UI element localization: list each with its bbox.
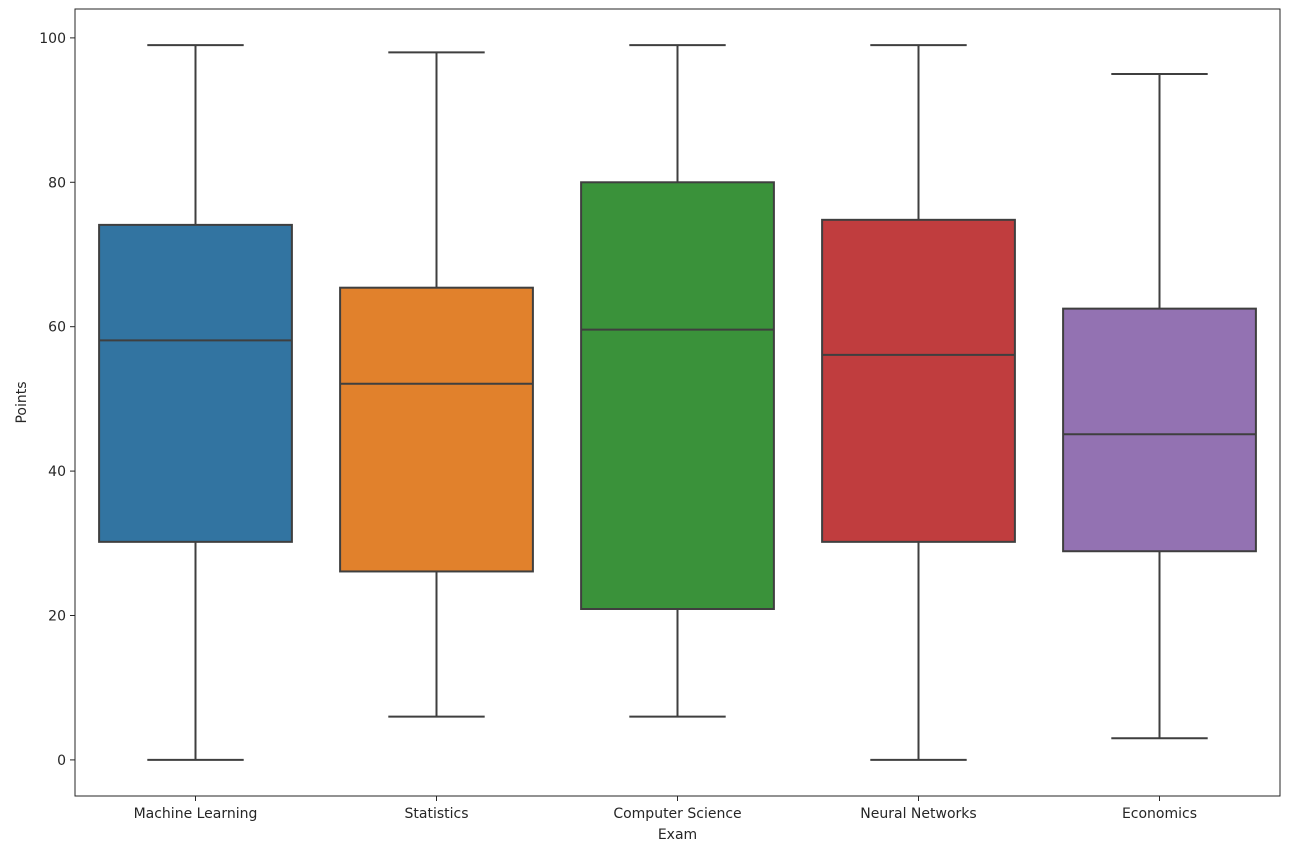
x-tick-label: Neural Networks: [860, 806, 976, 822]
x-axis-label: Exam: [658, 827, 697, 843]
iqr-box: [580, 181, 775, 610]
iqr-box: [98, 223, 293, 543]
box-neural-networks: [821, 44, 1016, 761]
box-statistics: [339, 51, 534, 718]
y-axis-ticks: 0 20 40 60 80 100: [39, 31, 75, 769]
boxes-layer: [98, 44, 1257, 761]
y-tick-label: 60: [48, 320, 66, 336]
x-axis-ticks: Machine Learning Statistics Computer Scien…: [134, 796, 1197, 822]
x-tick-label: Computer Science: [613, 806, 741, 822]
box-computer-science: [580, 44, 775, 718]
y-tick-label: 100: [39, 31, 66, 47]
y-tick-label: 0: [57, 753, 66, 769]
y-tick-label: 40: [48, 464, 66, 480]
iqr-box: [821, 218, 1016, 543]
x-tick-label: Economics: [1122, 806, 1197, 822]
y-axis-label: Points: [14, 381, 30, 423]
box-machine-learning: [98, 44, 293, 761]
iqr-box: [339, 286, 534, 573]
y-tick-label: 20: [48, 608, 66, 624]
box-economics: [1062, 72, 1257, 740]
y-tick-label: 80: [48, 175, 66, 191]
iqr-box: [1062, 307, 1257, 553]
x-tick-label: Machine Learning: [134, 806, 258, 822]
x-tick-label: Statistics: [405, 806, 469, 822]
